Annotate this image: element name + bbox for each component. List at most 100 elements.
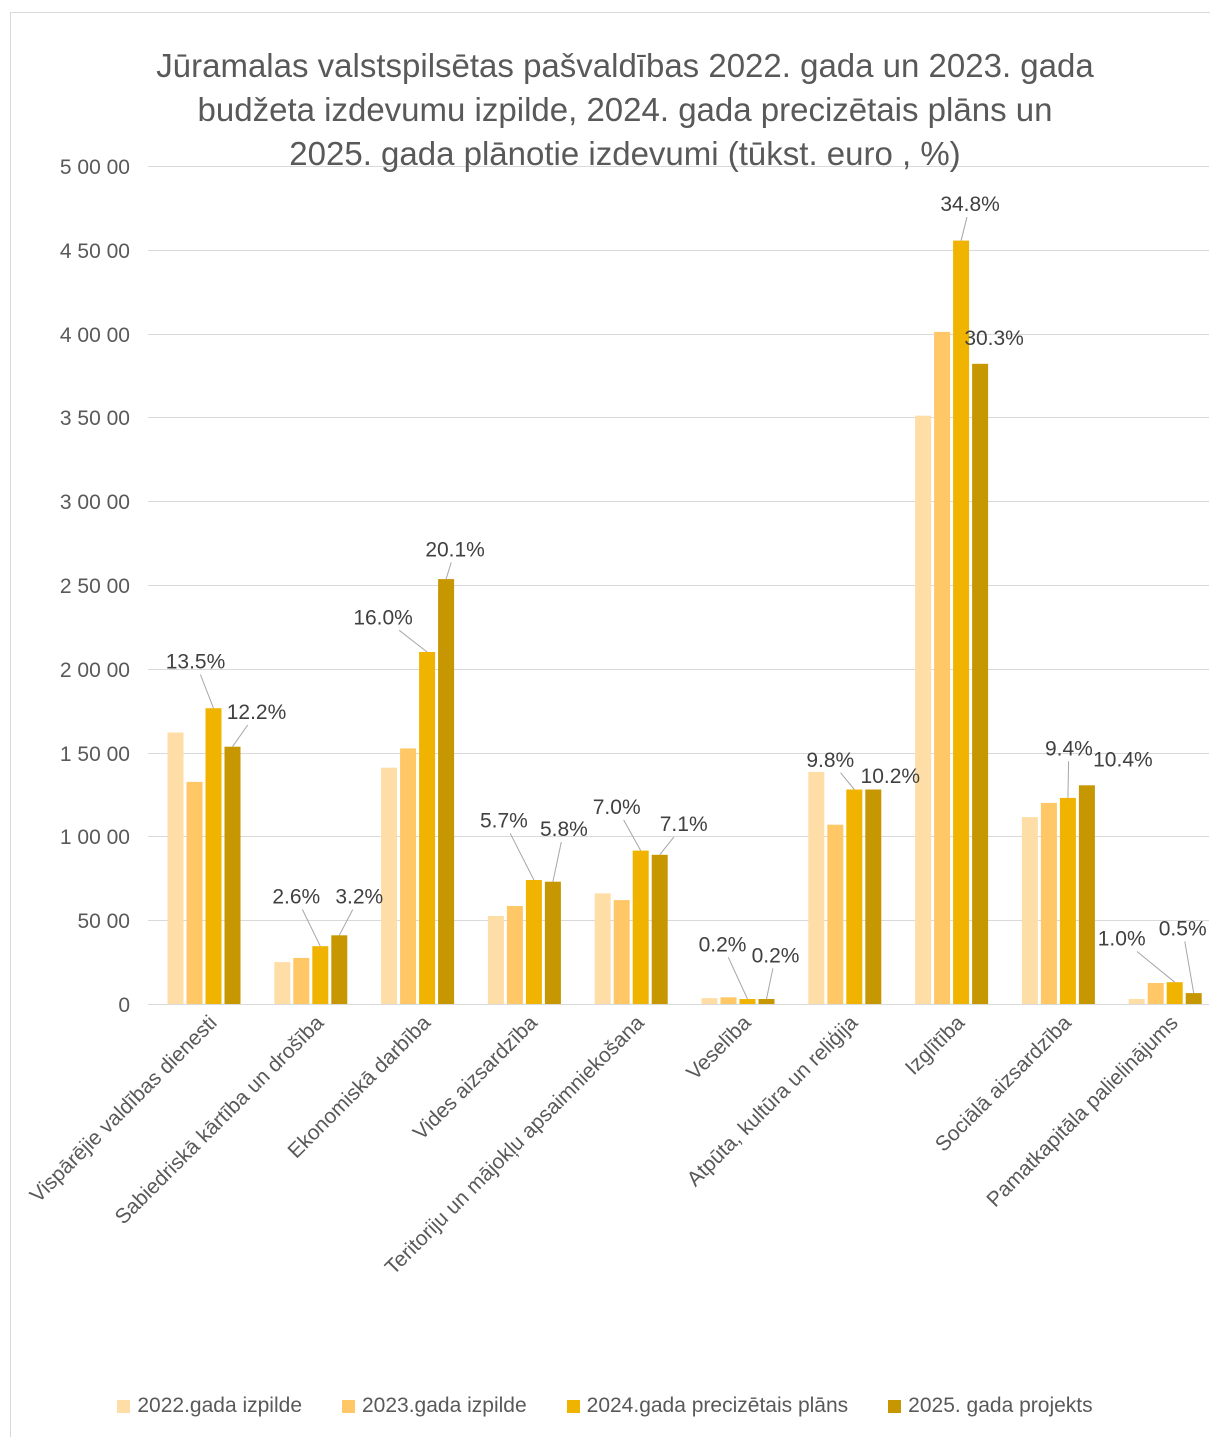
bar-series-1-category-1 [167,732,184,1004]
bar-series-1-category-4 [487,916,504,1004]
bar-series-4-category-9 [1078,785,1095,1004]
bar-series-3-category-3 [419,652,436,1004]
leader-line [552,841,562,882]
data-label: 20.1% [425,538,485,561]
x-tick-label: Izglītība [901,1011,969,1079]
data-label: 10.2% [861,765,921,788]
x-tick-label: Sabiedriskā kārtība un drošība [111,1011,329,1229]
bar-series-1-category-2 [274,962,291,1004]
bar-series-3-category-5 [632,850,649,1004]
legend-item: 2022.gada izpilde [117,1393,302,1419]
bar-series-4-category-4 [544,881,561,1004]
data-label: 0.2% [699,933,747,956]
legend-item: 2025. gada projekts [888,1393,1093,1419]
data-label: 7.0% [593,796,641,819]
chart-title-line: 2025. gada plānotie izdevumi (tūkst. eur… [289,135,961,172]
legend-label: 2022.gada izpilde [137,1394,302,1417]
bar-series-2-category-4 [506,906,523,1004]
leader-line [1136,951,1176,983]
y-tick-label: 5 00 00 [60,156,130,179]
x-tick-label: Vispārējie valdības dienesti [26,1011,222,1207]
legend-label: 2025. gada projekts [908,1394,1093,1417]
leader-line [338,909,354,936]
bar-series-1-category-5 [594,893,611,1004]
leader-line [445,562,452,580]
legend: 2022.gada izpilde 2023.gada izpilde 2024… [0,1393,1210,1419]
leader-line [232,724,249,747]
data-label: 10.4% [1093,749,1153,772]
data-label: 0.5% [1159,917,1207,940]
data-label: 0.2% [752,944,800,967]
bar-series-1-category-7 [808,771,825,1004]
data-labels: 13.5% 12.2% 2.6% 3.2% 16.0% 20.1% 5.7% 5.8%7.0%… [166,193,1207,967]
leader-line [840,772,855,790]
y-tick-label: 0 [118,994,130,1017]
bar-series-3-category-9 [1059,797,1076,1004]
bar-series-4-category-5 [651,854,668,1004]
bar-series-1-category-9 [1021,817,1038,1004]
y-tick-label: 50 00 [77,910,130,933]
data-label: 3.2% [335,886,383,909]
data-label: 5.7% [480,809,528,832]
chart-frame [10,12,1210,1437]
bar-series-3-category-1 [205,708,222,1004]
bars [167,240,1202,1005]
chart-title: Jūramalas valstspilsētas pašvaldības 202… [40,44,1210,176]
gridlines [148,166,1209,1005]
bar-series-1-category-3 [381,767,398,1004]
bar-series-2-category-2 [293,957,310,1004]
data-label: 2.6% [272,886,320,909]
bar-series-3-category-4 [525,880,542,1004]
data-label: 9.4% [1045,737,1093,760]
bar-series-4-category-3 [438,579,455,1004]
leader-line [623,819,642,851]
bar-series-2-category-8 [934,331,951,1004]
bar-series-3-category-10 [1166,982,1183,1004]
leader-line [509,833,535,881]
bar-series-1-category-8 [915,415,932,1004]
data-label: 16.0% [353,606,413,629]
x-tick-label: Veselība [682,1011,755,1084]
leader-line [727,957,748,1000]
legend-label: 2024.gada precizētais plāns [586,1394,849,1417]
bar-series-4-category-6 [758,999,775,1004]
y-axis: 0 50 00 1 00 00 1 50 00 2 00 00 2 50 00 3 00 0… [60,156,130,1017]
data-label: 12.2% [227,701,287,724]
legend-swatch [566,1399,580,1413]
bar-series-2-category-10 [1147,983,1164,1004]
legend-item: 2023.gada izpilde [342,1393,527,1419]
y-tick-label: 4 50 00 [60,240,130,263]
y-tick-label: 2 50 00 [60,575,130,598]
leader-line [766,968,774,1000]
bar-series-4-category-10 [1185,993,1202,1004]
y-tick-label: 3 00 00 [60,491,130,514]
bar-series-2-category-1 [186,781,203,1004]
x-tick-label: Pamatkapitāla palielinājums [982,1011,1182,1211]
y-tick-label: 3 50 00 [60,407,130,430]
legend-item: 2024.gada precizētais plāns [566,1393,849,1419]
bar-series-3-category-8 [953,240,970,1005]
legend-label: 2023.gada izpilde [362,1394,527,1417]
bar-series-2-category-3 [400,748,417,1004]
chart-title-line: Jūramalas valstspilsētas pašvaldības 202… [156,47,1094,84]
bar-series-2-category-9 [1040,802,1057,1004]
legend-swatch [117,1399,131,1413]
bar-series-4-category-1 [224,746,241,1004]
leader-line [199,674,214,709]
bar-series-2-category-5 [613,900,630,1004]
legend-swatch [342,1399,355,1413]
bar-series-2-category-6 [720,997,737,1004]
leader-line [1067,761,1070,798]
bar-series-3-category-2 [312,946,329,1004]
bar-series-3-category-7 [846,789,863,1004]
bar-series-4-category-8 [972,363,989,1004]
leader-line [301,909,321,947]
leader-line [398,629,428,653]
data-label: 30.3% [964,327,1024,350]
x-axis: Vispārējie valdības dienestiSabiedriskā … [26,1011,1183,1279]
bar-series-3-category-6 [739,999,756,1004]
bar-series-2-category-7 [827,824,844,1004]
leader-line [1184,941,1195,994]
y-tick-label: 1 00 00 [60,826,130,849]
